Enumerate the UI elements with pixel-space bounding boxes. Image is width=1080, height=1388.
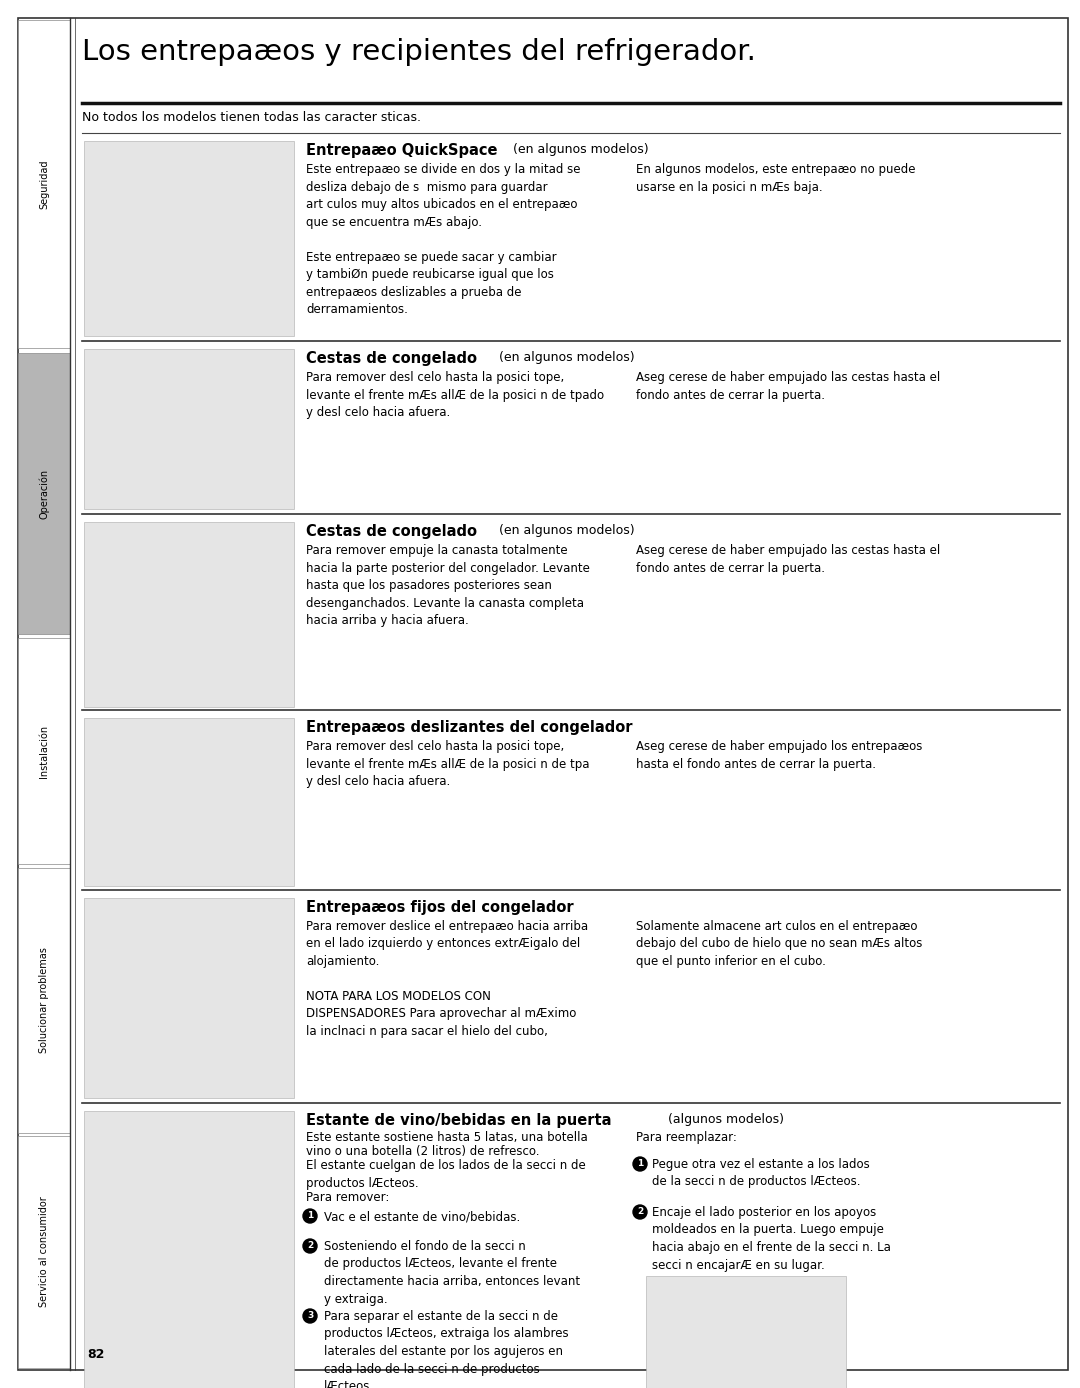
Bar bbox=[18, 1135, 70, 1369]
Text: No todos los modelos tienen todas las caracter sticas.: No todos los modelos tienen todas las ca… bbox=[82, 111, 421, 124]
Text: Solucionar problemas: Solucionar problemas bbox=[39, 948, 49, 1053]
Text: Para remover deslice el entrepaæo hacia arriba
en el lado izquierdo y entonces e: Para remover deslice el entrepaæo hacia … bbox=[306, 920, 589, 1038]
Text: 2: 2 bbox=[307, 1241, 313, 1251]
Bar bbox=[84, 718, 294, 886]
Text: (algunos modelos): (algunos modelos) bbox=[669, 1113, 784, 1126]
Text: vino o una botella (2 litros) de refresco.: vino o una botella (2 litros) de refresc… bbox=[306, 1145, 540, 1158]
Text: Servicio al consumidor: Servicio al consumidor bbox=[39, 1196, 49, 1307]
Text: Los entrepaæos y recipientes del refrigerador.: Los entrepaæos y recipientes del refrige… bbox=[82, 37, 756, 67]
Bar bbox=[84, 522, 294, 706]
Circle shape bbox=[633, 1158, 647, 1171]
Text: 1: 1 bbox=[307, 1212, 313, 1220]
Circle shape bbox=[303, 1309, 318, 1323]
Text: 3: 3 bbox=[307, 1312, 313, 1320]
Text: Solamente almacene art culos en el entrepaæo
debajo del cubo de hielo que no sea: Solamente almacene art culos en el entre… bbox=[636, 920, 922, 967]
Bar bbox=[18, 638, 70, 863]
Text: (en algunos modelos): (en algunos modelos) bbox=[499, 351, 635, 364]
Text: Instalación: Instalación bbox=[39, 725, 49, 777]
Text: Operación: Operación bbox=[39, 468, 50, 519]
Circle shape bbox=[303, 1239, 318, 1253]
Text: 2: 2 bbox=[637, 1208, 643, 1216]
Bar bbox=[18, 19, 70, 348]
Text: El estante cuelgan de los lados de la secci n de
productos lÆcteos.: El estante cuelgan de los lados de la se… bbox=[306, 1159, 585, 1190]
Text: Entrepaæo QuickSpace: Entrepaæo QuickSpace bbox=[306, 143, 498, 158]
Text: Pegue otra vez el estante a los lados
de la secci n de productos lÆcteos.: Pegue otra vez el estante a los lados de… bbox=[652, 1158, 869, 1188]
Bar bbox=[84, 142, 294, 336]
Text: Vac e el estante de vino/bebidas.: Vac e el estante de vino/bebidas. bbox=[324, 1210, 521, 1223]
Text: Aseg cerese de haber empujado las cestas hasta el
fondo antes de cerrar la puert: Aseg cerese de haber empujado las cestas… bbox=[636, 544, 941, 575]
Text: Aseg cerese de haber empujado las cestas hasta el
fondo antes de cerrar la puert: Aseg cerese de haber empujado las cestas… bbox=[636, 371, 941, 401]
Text: Seguridad: Seguridad bbox=[39, 160, 49, 208]
Text: Cestas de congelado: Cestas de congelado bbox=[306, 351, 477, 366]
Text: Para remover:: Para remover: bbox=[306, 1191, 390, 1203]
Text: Para remover empuje la canasta totalmente
hacia la parte posterior del congelado: Para remover empuje la canasta totalment… bbox=[306, 544, 590, 627]
Text: (en algunos modelos): (en algunos modelos) bbox=[499, 525, 635, 537]
Text: 1: 1 bbox=[637, 1159, 643, 1169]
Text: En algunos modelos, este entrepaæo no puede
usarse en la posici n mÆs baja.: En algunos modelos, este entrepaæo no pu… bbox=[636, 162, 916, 193]
Text: Este estante sostiene hasta 5 latas, una botella: Este estante sostiene hasta 5 latas, una… bbox=[306, 1131, 588, 1144]
Text: Sosteniendo el fondo de la secci n
de productos lÆcteos, levante el frente
direc: Sosteniendo el fondo de la secci n de pr… bbox=[324, 1239, 580, 1306]
Text: Entrepaæos deslizantes del congelador: Entrepaæos deslizantes del congelador bbox=[306, 720, 633, 736]
Text: Aseg cerese de haber empujado los entrepaæos
hasta el fondo antes de cerrar la p: Aseg cerese de haber empujado los entrep… bbox=[636, 740, 922, 770]
Bar bbox=[18, 353, 70, 634]
Text: (en algunos modelos): (en algunos modelos) bbox=[513, 143, 649, 155]
Bar bbox=[84, 348, 294, 509]
Text: Cestas de congelado: Cestas de congelado bbox=[306, 525, 477, 539]
Text: Encaje el lado posterior en los apoyos
moldeados en la puerta. Luego empuje
haci: Encaje el lado posterior en los apoyos m… bbox=[652, 1206, 891, 1271]
Text: 82: 82 bbox=[87, 1348, 105, 1362]
Text: Para reemplazar:: Para reemplazar: bbox=[636, 1131, 737, 1144]
Circle shape bbox=[303, 1209, 318, 1223]
Circle shape bbox=[633, 1205, 647, 1219]
Text: Entrepaæos fijos del congelador: Entrepaæos fijos del congelador bbox=[306, 899, 573, 915]
Bar bbox=[84, 1110, 294, 1388]
Text: Para remover desl celo hasta la posici tope,
levante el frente mÆs allÆ de la po: Para remover desl celo hasta la posici t… bbox=[306, 740, 590, 788]
Text: Para remover desl celo hasta la posici tope,
levante el frente mÆs allÆ de la po: Para remover desl celo hasta la posici t… bbox=[306, 371, 604, 419]
Text: Para separar el estante de la secci n de
productos lÆcteos, extraiga los alambre: Para separar el estante de la secci n de… bbox=[324, 1310, 569, 1388]
Text: Este entrepaæo se divide en dos y la mitad se
desliza debajo de s  mismo para gu: Este entrepaæo se divide en dos y la mit… bbox=[306, 162, 581, 316]
Bar bbox=[84, 898, 294, 1098]
Bar bbox=[18, 868, 70, 1133]
Text: Estante de vino/bebidas en la puerta: Estante de vino/bebidas en la puerta bbox=[306, 1113, 611, 1128]
Bar bbox=[646, 1276, 846, 1388]
